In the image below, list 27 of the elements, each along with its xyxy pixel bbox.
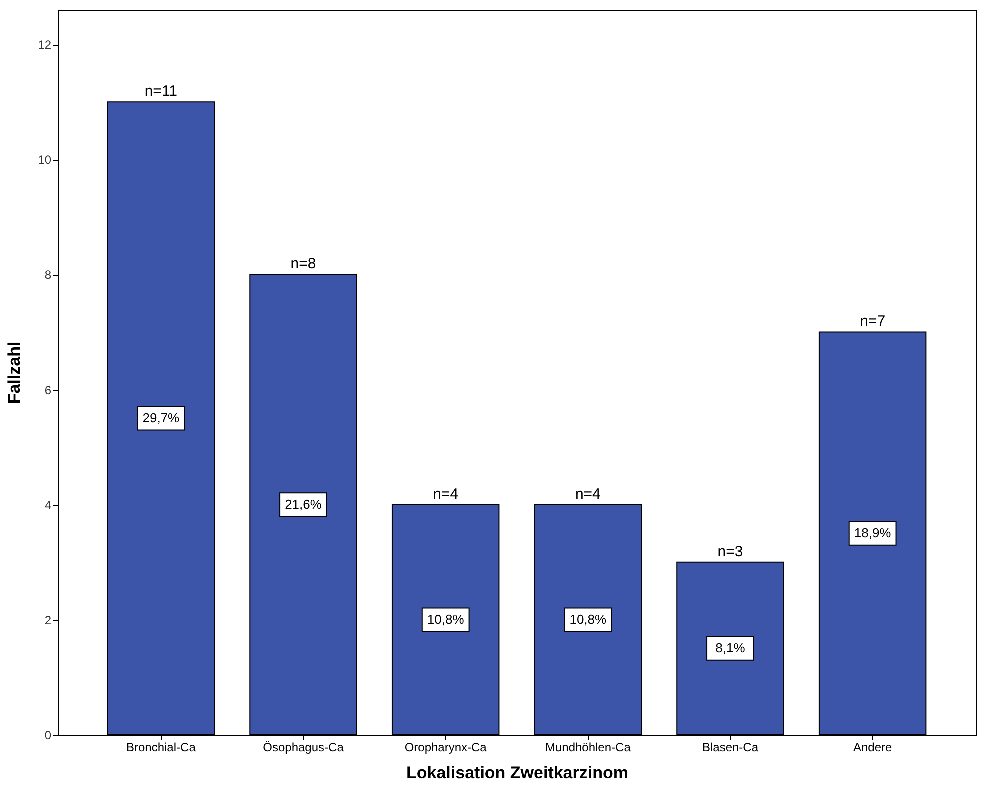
annotation: 8,1% (716, 640, 746, 656)
y-tick-label: 8 (44, 268, 52, 282)
data-label: n=8 (290, 256, 316, 273)
x-tick-label: Andere (853, 740, 892, 754)
x-tick-label: Mundhöhlen-Ca (545, 740, 632, 754)
y-tick-label: 2 (44, 613, 52, 628)
y-axis-title: Fallzahl (5, 342, 24, 404)
data-label: n=4 (433, 486, 459, 503)
y-tick-label: 10 (38, 153, 52, 168)
y-tick-label: 0 (44, 728, 52, 742)
annotation: 10,8% (570, 612, 608, 627)
annotation: 10,8% (427, 612, 465, 627)
x-tick-label: Oropharynx-Ca (404, 740, 488, 754)
annotation: 21,6% (285, 496, 322, 512)
y-tick-label: 4 (44, 498, 52, 512)
annotation: 29,7% (142, 410, 180, 426)
x-axis-title: Lokalisation Zweitkarzinom (406, 764, 628, 782)
y-tick-label: 6 (44, 383, 52, 398)
x-tick-label: Blasen-Ca (702, 740, 759, 754)
data-label: n=3 (718, 543, 744, 560)
data-label: n=4 (575, 486, 601, 503)
x-tick-label: Ösophagus-Ca (263, 740, 344, 754)
annotation: 18,9% (854, 526, 892, 541)
data-label: n=11 (144, 83, 178, 100)
y-tick-label: 12 (38, 38, 52, 52)
x-tick-label: Bronchial-Ca (126, 740, 196, 754)
data-label: n=7 (860, 313, 886, 330)
